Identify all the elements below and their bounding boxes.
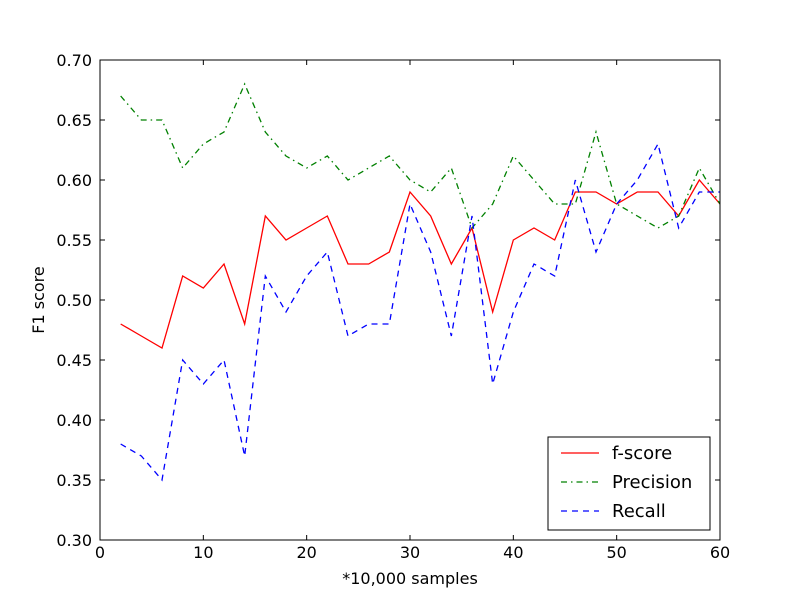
x-tick-label: 0 xyxy=(95,543,105,562)
y-tick-label: 0.30 xyxy=(56,531,92,550)
series-line-precision xyxy=(120,82,721,230)
x-axis: 0 10 20 30 40 50 60 xyxy=(95,60,730,562)
legend-label: Recall xyxy=(612,501,666,522)
x-tick-label: 10 xyxy=(193,543,213,562)
x-tick-label: 40 xyxy=(503,543,523,562)
x-tick-label: 50 xyxy=(606,543,626,562)
series-line-recall xyxy=(120,142,720,482)
y-axis: 0.30 0.35 0.40 0.45 0.50 0.55 0.60 0.65 0.70 xyxy=(56,51,720,550)
y-tick-label: 0.45 xyxy=(56,351,92,370)
y-tick-label: 0.40 xyxy=(56,411,92,430)
x-tick-label: 20 xyxy=(296,543,316,562)
series-line-f-score xyxy=(120,178,721,349)
x-axis-label: *10,000 samples xyxy=(342,569,478,588)
y-tick-label: 0.60 xyxy=(56,171,92,190)
y-tick-label: 0.65 xyxy=(56,111,92,130)
legend: f-score Precision Recall xyxy=(547,436,711,531)
x-tick-label: 60 xyxy=(710,543,730,562)
y-tick-label: 0.70 xyxy=(56,51,92,70)
y-tick-label: 0.35 xyxy=(56,471,92,490)
y-tick-label: 0.55 xyxy=(56,231,92,250)
legend-label: Precision xyxy=(612,472,692,493)
legend-label: f-score xyxy=(612,443,672,464)
series-layer xyxy=(120,82,721,482)
y-tick-label: 0.50 xyxy=(56,291,92,310)
y-axis-label: F1 score xyxy=(29,266,48,333)
x-tick-label: 30 xyxy=(400,543,420,562)
